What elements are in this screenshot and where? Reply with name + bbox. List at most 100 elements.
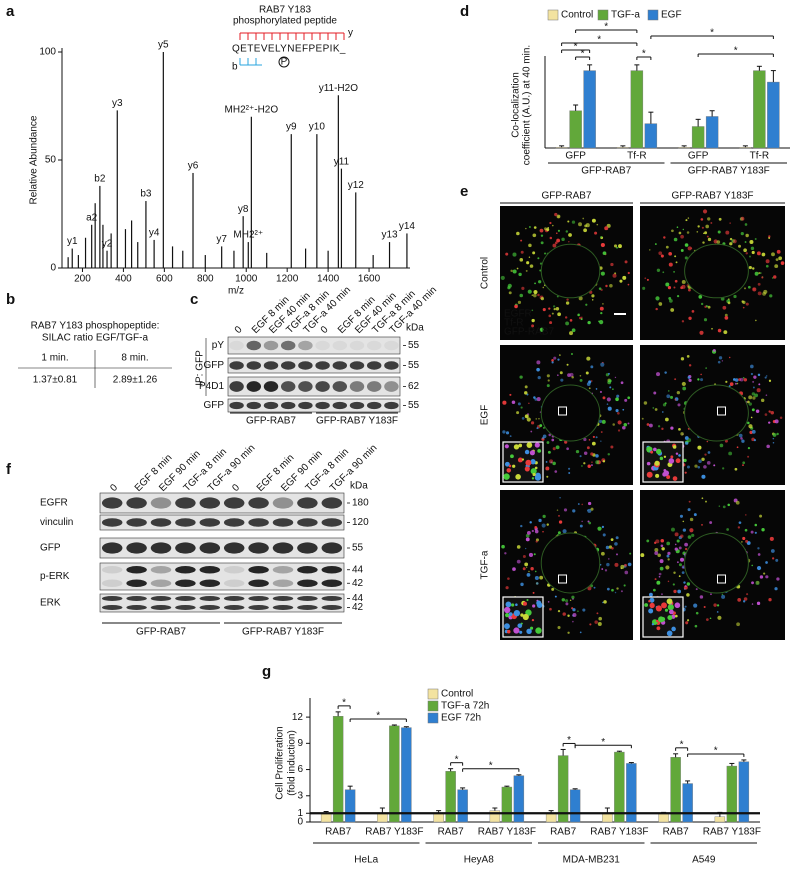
fluorescence-signal	[568, 467, 571, 470]
kda-label: 180	[352, 498, 369, 509]
blot-band	[199, 595, 221, 602]
blot-band	[263, 361, 279, 370]
fluorescence-signal	[515, 474, 521, 480]
fluorescence-signal	[591, 218, 596, 223]
fluorescence-signal	[595, 388, 598, 390]
fluorescence-signal	[748, 424, 753, 429]
fluorescence-signal	[666, 554, 670, 558]
fluorescence-signal	[758, 383, 761, 386]
fluorescence-signal	[531, 477, 535, 480]
fluorescence-signal	[746, 593, 749, 596]
blot-band	[297, 497, 318, 509]
blot-band	[126, 565, 147, 574]
fluorescence-signal	[701, 457, 705, 461]
fluorescence-signal	[672, 445, 677, 449]
blot-band	[321, 565, 343, 574]
nucleus	[540, 243, 601, 299]
fluorescence-signal	[588, 439, 591, 441]
blot-band	[321, 579, 343, 588]
bar	[389, 725, 400, 823]
fluorescence-signal	[616, 394, 620, 398]
fluorescence-signal	[516, 267, 519, 270]
fluorescence-signal	[609, 283, 613, 288]
fluorescence-signal	[682, 520, 685, 523]
kda-label: 42	[352, 578, 364, 589]
fluorescence-signal	[524, 466, 530, 472]
fluorescence-signal	[717, 615, 722, 620]
fluorescence-signal	[559, 497, 561, 499]
fluorescence-signal	[774, 419, 779, 424]
fluorescence-signal	[678, 427, 681, 431]
fluorescence-signal	[725, 230, 730, 235]
fluorescence-signal	[675, 261, 678, 264]
fluorescence-signal	[533, 289, 538, 295]
fluorescence-signal	[752, 267, 755, 270]
fluorescence-signal	[733, 294, 737, 299]
fluorescence-signal	[577, 610, 579, 613]
fluorescence-signal	[627, 422, 630, 425]
fluorescence-signal	[560, 378, 564, 382]
fluorescence-signal	[677, 403, 681, 407]
fluorescence-signal	[670, 395, 674, 399]
fluorescence-signal	[522, 601, 527, 606]
category-label: RAB7 Y183F	[590, 827, 648, 838]
fluorescence-signal	[594, 231, 598, 235]
fluorescence-signal	[747, 400, 750, 404]
fluorescence-signal	[662, 271, 665, 274]
fluorescence-signal	[567, 373, 571, 377]
row-label: P4D1	[199, 381, 224, 392]
bar	[569, 789, 581, 823]
fluorescence-signal	[667, 558, 670, 561]
fluorescence-signal	[598, 287, 602, 290]
bar	[555, 147, 568, 149]
fluorescence-signal	[558, 515, 560, 517]
blot-band	[126, 595, 147, 602]
fluorescence-signal	[747, 455, 750, 458]
fluorescence-signal	[594, 620, 598, 624]
fluorescence-signal	[701, 226, 704, 229]
fluorescence-signal	[528, 570, 530, 573]
panel-letter: a	[6, 3, 15, 20]
fluorescence-signal	[750, 372, 754, 376]
fluorescence-signal	[743, 597, 748, 601]
bar	[658, 813, 669, 823]
fluorescence-signal	[750, 364, 754, 369]
fluorescence-signal	[612, 423, 615, 426]
fluorescence-signal	[528, 552, 534, 558]
fluorescence-signal	[747, 421, 750, 425]
blot-band	[272, 595, 294, 602]
fluorescence-signal	[556, 232, 558, 235]
fluorescence-signal	[655, 307, 658, 311]
fluorescence-signal	[761, 528, 765, 532]
fluorescence-signal	[642, 286, 646, 290]
fluorescence-signal	[718, 217, 722, 221]
fluorescence-signal	[657, 553, 661, 557]
fluorescence-signal	[588, 521, 592, 525]
fluorescence-signal	[563, 508, 568, 512]
fluorescence-signal	[737, 526, 741, 529]
fluorescence-signal	[643, 401, 648, 405]
fluorescence-signal	[597, 526, 602, 531]
nucleus	[684, 532, 749, 594]
fluorescence-signal	[522, 613, 529, 621]
fluorescence-signal	[684, 605, 687, 608]
fluorescence-signal	[534, 282, 536, 285]
table-title: SILAC ratio EGF/TGF-a	[42, 333, 149, 344]
fluorescence-signal	[751, 250, 755, 255]
fluorescence-signal	[568, 241, 570, 243]
fluorescence-signal	[627, 396, 631, 400]
channel-label: EGFR	[504, 309, 532, 320]
peptide-sequence: QETEVELYNEFPEPIK_	[232, 44, 346, 55]
fluorescence-signal	[659, 559, 664, 564]
fluorescence-signal	[615, 536, 619, 540]
significance-star: *	[581, 49, 585, 60]
fluorescence-signal	[510, 454, 514, 459]
column-header: GFP-RAB7	[541, 191, 591, 202]
fluorescence-signal	[513, 610, 521, 617]
peak-label: y7	[216, 234, 227, 245]
fluorescence-signal	[534, 442, 540, 448]
bar	[545, 813, 557, 823]
significance-star: *	[710, 28, 714, 39]
fluorescence-signal	[658, 575, 661, 578]
